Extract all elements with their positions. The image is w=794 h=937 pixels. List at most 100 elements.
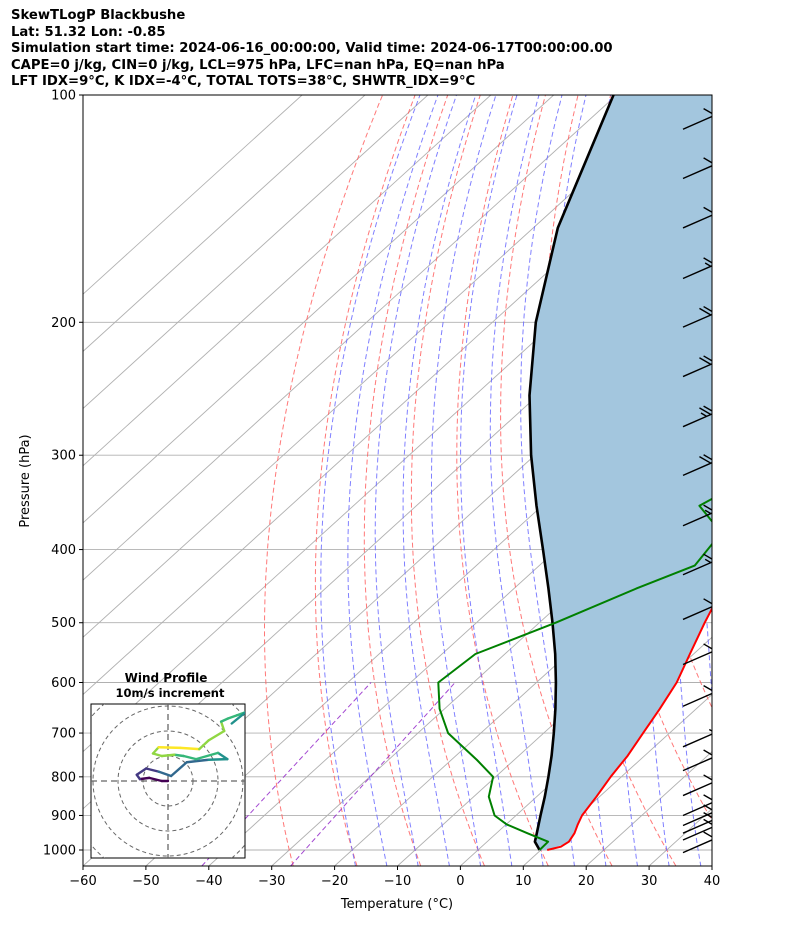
- hodograph-trace-segment: [157, 746, 182, 750]
- wind-barb: [682, 305, 712, 328]
- isotherm-line: [83, 95, 555, 524]
- x-tick-label: −10: [384, 874, 411, 889]
- y-axis-label: Pressure (hPa): [18, 434, 33, 527]
- x-tick-label: 10: [515, 874, 532, 889]
- wind-barb: [682, 257, 712, 280]
- hodograph-trace-segment: [207, 729, 226, 742]
- wind-barb-flag: [703, 108, 712, 115]
- dry-adiabat-line: [410, 95, 485, 866]
- wind-barb: [682, 818, 712, 841]
- dry-adiabat-line: [456, 95, 549, 866]
- hodograph-trace-segment: [226, 714, 238, 720]
- wind-barb-flag: [703, 774, 712, 781]
- hodograph-trace-segment: [230, 711, 245, 725]
- y-tick-label: 700: [51, 727, 76, 742]
- hodograph-trace-segment: [157, 770, 173, 778]
- wind-barb-flag: [699, 307, 712, 316]
- y-tick-label: 500: [51, 616, 76, 631]
- wind-barb-flag: [704, 509, 712, 515]
- y-tick-label: 300: [51, 449, 76, 464]
- y-tick-label: 600: [51, 676, 76, 691]
- wind-barb-staff: [682, 826, 712, 841]
- moist-adiabat-line: [431, 95, 497, 866]
- moist-adiabat-line: [706, 122, 712, 357]
- stability-line: CAPE=0 j/kg, CIN=0 j/kg, LCL=975 hPa, LF…: [11, 57, 505, 73]
- wind-barb-flag: [700, 412, 708, 417]
- wind-barb: [682, 643, 712, 666]
- wind-barb-staff: [682, 782, 712, 797]
- isotherm-line: [83, 95, 492, 467]
- hodograph-trace-segment: [144, 767, 160, 773]
- hodograph-trace-segment: [207, 757, 229, 761]
- wind-barb-flag: [704, 262, 712, 267]
- wind-barb-flag: [703, 794, 712, 801]
- hodograph-trace-segment: [179, 746, 201, 751]
- isotherm-line: [711, 865, 712, 866]
- isotherm-line: [83, 95, 366, 352]
- wind-barb-staff: [682, 692, 712, 707]
- dry-adiabat-line: [264, 95, 384, 866]
- wind-barb-flag: [703, 504, 712, 511]
- x-tick-label: 0: [456, 874, 464, 889]
- hodograph-subtitle: 10m/s increment: [116, 686, 225, 700]
- hodograph-trace-segment: [219, 717, 230, 723]
- x-tick-label: 30: [641, 874, 658, 889]
- wind-barb-flag: [703, 749, 712, 756]
- dry-adiabat-line: [698, 95, 712, 396]
- hodograph-trace-segment: [194, 751, 220, 761]
- wind-barb-flag: [703, 643, 712, 650]
- wind-barb-staff: [682, 561, 712, 576]
- wind-barb-flag: [703, 553, 712, 560]
- x-tick-label: −30: [258, 874, 285, 889]
- wind-barb-flag: [699, 357, 712, 365]
- wind-barb: [682, 454, 712, 477]
- y-tick-label: 800: [51, 770, 76, 785]
- dry-adiabat-line: [314, 95, 416, 866]
- hodograph-trace-segment: [182, 754, 198, 761]
- wind-barb-flag: [703, 355, 712, 362]
- wind-barb-flag: [703, 405, 712, 412]
- hodograph-trace-segment: [151, 752, 163, 758]
- hodograph-trace-segment: [173, 753, 185, 758]
- moist-adiabat-line: [460, 95, 518, 866]
- mixing-ratio-line: [290, 682, 456, 866]
- index-line: LFT IDX=9°C, K IDX=-4°C, TOTAL TOTS=38°C…: [11, 74, 476, 90]
- y-tick-label: 1000: [43, 844, 76, 859]
- wind-barb: [682, 728, 712, 748]
- y-tick-label: 900: [51, 809, 76, 824]
- hodograph-trace-segment: [151, 746, 160, 755]
- dry-adiabat-line: [363, 95, 449, 866]
- isotherm-line: [83, 95, 617, 581]
- header: SkewTLogP Blackbushe Lat: 51.32 Lon: -0.…: [11, 8, 613, 91]
- hodograph-trace-segment: [185, 758, 210, 764]
- wind-barb: [682, 108, 712, 130]
- wind-barb-flag: [703, 811, 712, 819]
- wind-barb-staff: [682, 265, 712, 280]
- wind-barb-staff: [682, 651, 712, 666]
- wind-barb-flag: [708, 728, 712, 732]
- x-axis-label: Temperature (°C): [340, 897, 453, 912]
- wind-barb-flag: [703, 206, 712, 214]
- wind-barb-staff: [682, 512, 712, 527]
- wind-barb: [682, 811, 712, 834]
- wind-barb: [682, 553, 712, 576]
- temperature-line: [546, 606, 712, 851]
- wind-barb-flag: [703, 305, 712, 313]
- hodograph-trace-segment: [138, 776, 151, 781]
- isotherm-line: [83, 95, 429, 410]
- isotherm-line: [83, 95, 680, 638]
- time-line: Simulation start time: 2024-06-16_00:00:…: [11, 41, 613, 57]
- wind-barb-staff: [682, 363, 712, 378]
- wind-barb-staff: [682, 733, 712, 748]
- moist-adiabat-line: [402, 95, 477, 866]
- wind-barb-staff: [682, 313, 712, 328]
- wind-barb-staff: [682, 605, 712, 621]
- wind-barb: [682, 504, 712, 527]
- wind-barb-flag: [703, 157, 712, 164]
- wind-barb: [682, 157, 712, 180]
- isotherm-line: [775, 95, 794, 866]
- hodograph-title: Wind Profile: [125, 671, 208, 685]
- moist-adiabat-line: [320, 95, 421, 866]
- wind-barb-staff: [682, 413, 712, 428]
